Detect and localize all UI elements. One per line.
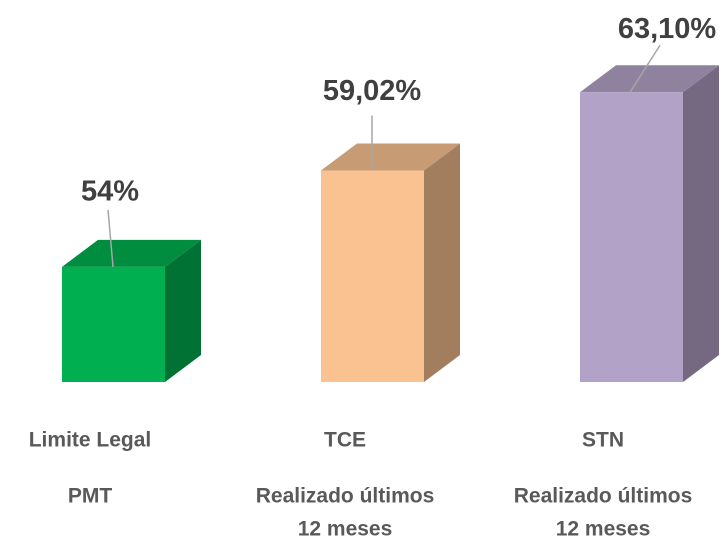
category-note: Realizado últimos xyxy=(514,485,693,508)
leader-line xyxy=(629,44,661,93)
leader-line xyxy=(107,209,114,267)
bar-top xyxy=(321,143,460,171)
bar xyxy=(62,266,165,382)
bar-side xyxy=(165,239,201,382)
bar xyxy=(321,170,424,382)
value-label: 54% xyxy=(81,176,139,208)
value-label: 59,02% xyxy=(323,75,422,107)
bar-top xyxy=(580,65,719,93)
category-note: PMT xyxy=(68,485,113,508)
bar-side xyxy=(424,143,460,382)
category-label: TCE xyxy=(324,429,366,452)
category-note: 12 meses xyxy=(556,518,651,541)
category-label: Limite Legal xyxy=(29,429,152,452)
bar-side xyxy=(683,65,719,383)
category-label: STN xyxy=(582,429,624,452)
bar-top xyxy=(62,239,201,267)
bar xyxy=(580,92,683,383)
category-note: 12 meses xyxy=(298,518,393,541)
category-note: Realizado últimos xyxy=(256,485,435,508)
value-label: 63,10% xyxy=(618,13,717,45)
